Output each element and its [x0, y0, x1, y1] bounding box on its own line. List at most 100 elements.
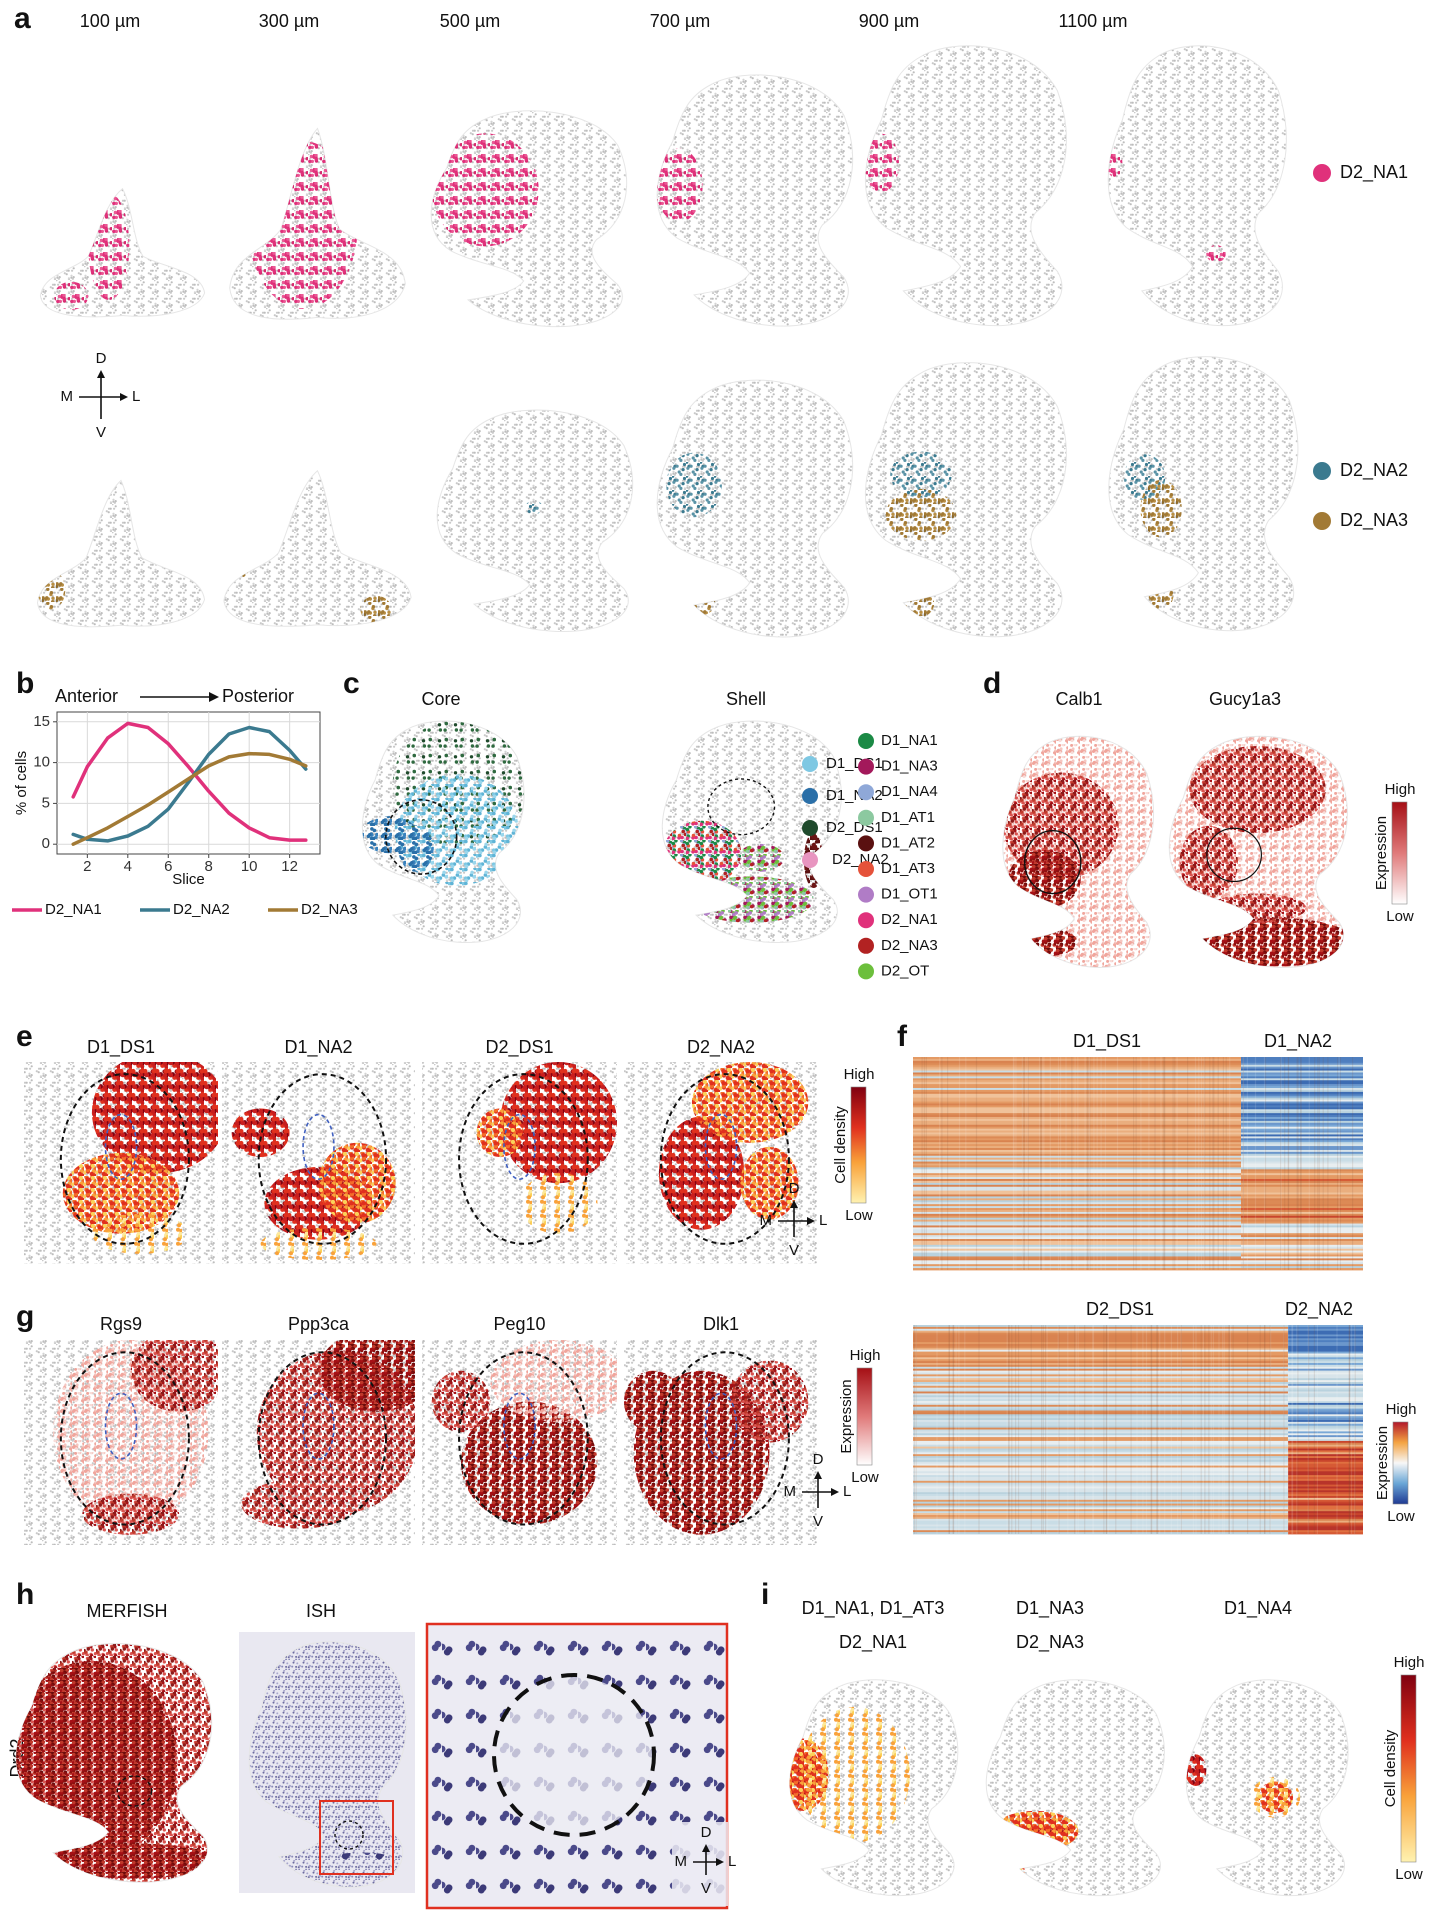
panel-label: b: [16, 667, 34, 700]
heatmap-row: [1288, 1475, 1363, 1478]
heatmap-texture: [1222, 1057, 1224, 1270]
heatmap-row: [913, 1496, 1288, 1499]
heatmap-texture: [1086, 1057, 1088, 1270]
heatmap-row: [1241, 1167, 1363, 1170]
heatmap-row: [1241, 1161, 1363, 1164]
scale-title: Expression: [1373, 816, 1390, 890]
heatmap-texture: [1308, 1057, 1310, 1270]
heatmap-row: [1288, 1334, 1363, 1337]
heatmap-texture: [1223, 1325, 1225, 1534]
panel-label: e: [16, 1020, 33, 1053]
tissue-section: [15, 1643, 213, 1883]
heatmap-row: [913, 1134, 1241, 1137]
tissue-section: [656, 379, 854, 638]
heatmap-row: [1241, 1217, 1363, 1221]
heatmap-texture: [948, 1325, 950, 1534]
heatmap-texture: [1043, 1057, 1045, 1270]
heatmap-row: [913, 1128, 1241, 1131]
heatmap-row: [913, 1494, 1288, 1497]
heatmap-row: [1288, 1456, 1363, 1459]
heatmap-row: [913, 1395, 1288, 1398]
heatmap-row: [913, 1410, 1288, 1413]
tissue-section: [1108, 356, 1299, 632]
heatmap-texture: [1041, 1325, 1043, 1534]
heatmap-row: [1241, 1142, 1363, 1145]
heatmap-texture: [1242, 1057, 1244, 1270]
heatmap-row: [913, 1338, 1288, 1341]
heatmap-row: [913, 1383, 1288, 1387]
compass-label: L: [843, 1483, 851, 1500]
heatmap-row: [1288, 1492, 1363, 1495]
y-tick-label: 10: [33, 754, 50, 771]
panel-label: c: [343, 667, 360, 700]
heatmap-row: [1288, 1412, 1363, 1415]
region-outline: [385, 799, 458, 875]
heatmap-texture: [1104, 1057, 1106, 1270]
heatmap-texture: [1156, 1325, 1159, 1534]
heatmap-row: [1241, 1227, 1363, 1230]
heatmap-row: [1241, 1229, 1363, 1232]
heatmap-texture: [1348, 1325, 1350, 1534]
tissue-section: [1002, 735, 1155, 968]
heatmap-texture: [1084, 1057, 1086, 1270]
cell-cluster: [461, 1401, 598, 1525]
legend-label: D1_AT1: [881, 809, 935, 826]
heatmap-row: [913, 1526, 1288, 1529]
heatmap-row: [913, 1268, 1241, 1271]
tissue-section: [1185, 1679, 1349, 1897]
legend-label: D2_NA2: [1340, 460, 1408, 481]
heatmap-row: [913, 1336, 1288, 1339]
heatmap-row: [913, 1404, 1288, 1408]
heatmap-texture: [1162, 1057, 1164, 1270]
cell-cluster: [1140, 480, 1182, 538]
heatmap-row: [1288, 1355, 1363, 1358]
heatmap-texture: [955, 1325, 957, 1534]
heatmap-row: [1241, 1239, 1363, 1242]
heatmap-row: [913, 1223, 1241, 1226]
legend-swatch: [858, 733, 874, 749]
heatmap-texture: [1318, 1057, 1320, 1270]
heatmap-texture: [1057, 1325, 1059, 1534]
legend-label: D1_DS1: [826, 755, 883, 772]
heatmap-row: [1288, 1511, 1363, 1514]
legend-swatch: [858, 809, 874, 826]
heatmap: [913, 1325, 1363, 1535]
compass-label: D: [701, 1824, 712, 1841]
legend-label: D1_NA3: [881, 758, 938, 775]
heatmap-texture: [1212, 1057, 1214, 1270]
heatmap-row: [913, 1184, 1241, 1188]
heatmap-row: [1288, 1465, 1363, 1468]
heatmap-row: [913, 1378, 1288, 1381]
panel-title: Dlk1: [703, 1314, 739, 1334]
heatmap-row: [913, 1248, 1241, 1252]
heatmap-row: [913, 1387, 1288, 1390]
cell-cluster: [1206, 245, 1226, 263]
heatmap-texture: [1058, 1325, 1060, 1534]
legend-label: D1_AT2: [881, 834, 935, 851]
heatmap-texture: [1208, 1325, 1210, 1534]
depth-label: 300 µm: [259, 11, 319, 31]
scale-high: High: [850, 1347, 881, 1364]
cell-cluster: [318, 1340, 415, 1412]
heatmap-texture: [1203, 1057, 1205, 1270]
heatmap-row: [1241, 1153, 1363, 1157]
legend-label: D2_NA1: [1340, 162, 1408, 183]
heatmap-texture: [1338, 1057, 1340, 1270]
heatmap-texture: [1297, 1325, 1299, 1534]
heatmap-row: [913, 1435, 1288, 1438]
heatmap-row: [913, 1165, 1241, 1168]
heatmap-row: [913, 1146, 1241, 1149]
heatmap-row: [913, 1117, 1241, 1120]
heatmap-row: [913, 1097, 1241, 1100]
tissue-section: [248, 1641, 407, 1888]
heatmap-row: [1241, 1155, 1363, 1159]
heatmap-texture: [1314, 1057, 1316, 1270]
heatmap-texture: [1292, 1325, 1294, 1534]
legend-label: D1_AT3: [881, 860, 935, 877]
heatmap-row: [913, 1351, 1288, 1354]
heatmap-row: [1241, 1190, 1363, 1193]
heatmap-row: [1241, 1107, 1363, 1110]
heatmap-texture: [1322, 1057, 1324, 1270]
heatmap-row: [913, 1402, 1288, 1406]
legend-label: D2_NA3: [301, 901, 358, 918]
